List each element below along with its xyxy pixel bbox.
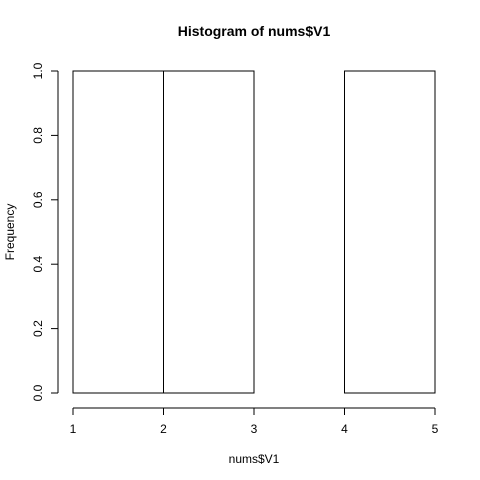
x-tick-label: 5 [432, 422, 439, 436]
chart-title: Histogram of nums$V1 [178, 23, 331, 39]
histogram-bar-3 [344, 70, 436, 394]
y-tick-label: 0.2 [31, 320, 45, 337]
y-tick-label: 0.8 [31, 127, 45, 144]
y-tick-label: 0.4 [31, 256, 45, 273]
histogram-bar-0 [72, 70, 164, 394]
histogram-bars [72, 70, 436, 394]
y-tick-label: 1.0 [31, 62, 45, 79]
y-tick-label: 0.6 [31, 191, 45, 208]
y-axis: 0.0 0.2 0.4 0.6 0.8 1.0 [31, 62, 59, 401]
x-tick-label: 2 [160, 422, 167, 436]
histogram-bar-1 [163, 70, 255, 394]
x-axis-label: nums$V1 [229, 452, 280, 466]
y-axis-label: Frequency [3, 204, 17, 261]
x-tick-label: 3 [251, 422, 258, 436]
x-tick-label: 1 [70, 422, 77, 436]
x-axis: 1 2 3 4 5 [70, 407, 439, 436]
x-tick-label: 4 [341, 422, 348, 436]
y-tick-label: 0.0 [31, 384, 45, 401]
